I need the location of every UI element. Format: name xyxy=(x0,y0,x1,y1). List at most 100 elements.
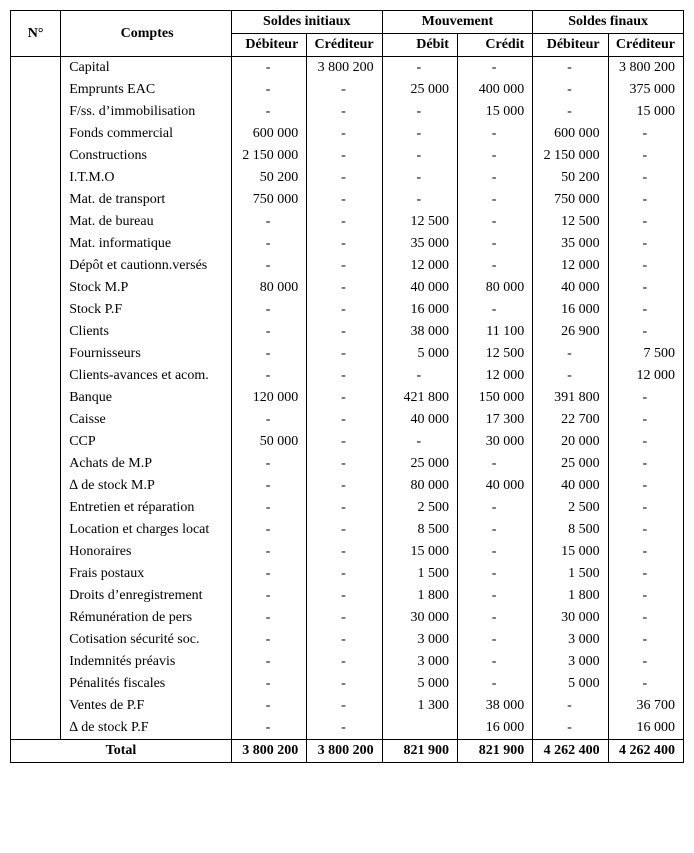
cell-si_cred: - xyxy=(307,541,382,563)
cell-sf_deb: 30 000 xyxy=(533,607,608,629)
cell-sf_deb: 600 000 xyxy=(533,123,608,145)
cell-no xyxy=(11,233,61,255)
cell-si_cred: - xyxy=(307,607,382,629)
cell-si_deb: - xyxy=(231,233,306,255)
cell-si_deb: - xyxy=(231,79,306,101)
cell-compte: Mat. de transport xyxy=(61,189,232,211)
cell-sf_deb: 25 000 xyxy=(533,453,608,475)
cell-compte: Fonds commercial xyxy=(61,123,232,145)
cell-no xyxy=(11,717,61,740)
cell-mv_cred: 80 000 xyxy=(457,277,532,299)
cell-no xyxy=(11,57,61,80)
table-header: N° Comptes Soldes initiaux Mouvement Sol… xyxy=(11,11,684,57)
cell-mv_deb: 35 000 xyxy=(382,233,457,255)
cell-no xyxy=(11,673,61,695)
cell-sf_deb: - xyxy=(533,79,608,101)
table-row: Mat. de bureau--12 500-12 500- xyxy=(11,211,684,233)
cell-compte: Clients-avances et acom. xyxy=(61,365,232,387)
cell-compte: Ventes de P.F xyxy=(61,695,232,717)
accounting-table: N° Comptes Soldes initiaux Mouvement Sol… xyxy=(10,10,684,763)
cell-sf_cred: - xyxy=(608,211,683,233)
cell-sf_deb: 750 000 xyxy=(533,189,608,211)
cell-sf_cred: - xyxy=(608,167,683,189)
table-row: Honoraires--15 000-15 000- xyxy=(11,541,684,563)
table-row: Dépôt et cautionn.versés--12 000-12 000- xyxy=(11,255,684,277)
cell-mv_cred: - xyxy=(457,519,532,541)
cell-si_cred: - xyxy=(307,277,382,299)
cell-si_cred: 3 800 200 xyxy=(307,57,382,80)
cell-si_cred: - xyxy=(307,453,382,475)
cell-mv_deb: 25 000 xyxy=(382,79,457,101)
cell-sf_cred: 3 800 200 xyxy=(608,57,683,80)
cell-compte: Entretien et réparation xyxy=(61,497,232,519)
cell-no xyxy=(11,453,61,475)
cell-no xyxy=(11,167,61,189)
table-row: Achats de M.P--25 000-25 000- xyxy=(11,453,684,475)
table-row: Location et charges locat--8 500-8 500- xyxy=(11,519,684,541)
cell-sf_cred: - xyxy=(608,497,683,519)
cell-mv_deb: 5 000 xyxy=(382,673,457,695)
cell-compte: Constructions xyxy=(61,145,232,167)
cell-mv_cred: 150 000 xyxy=(457,387,532,409)
cell-si_deb: - xyxy=(231,585,306,607)
cell-no xyxy=(11,695,61,717)
cell-mv_cred: 38 000 xyxy=(457,695,532,717)
table-row: Clients-avances et acom.---12 000-12 000 xyxy=(11,365,684,387)
cell-no xyxy=(11,563,61,585)
cell-mv_deb: 421 800 xyxy=(382,387,457,409)
cell-no xyxy=(11,607,61,629)
cell-mv_deb: 3 000 xyxy=(382,629,457,651)
cell-si_deb: - xyxy=(231,321,306,343)
cell-mv_deb: - xyxy=(382,145,457,167)
cell-mv_cred: 12 500 xyxy=(457,343,532,365)
table-row: F/ss. d’immobilisation---15 000-15 000 xyxy=(11,101,684,123)
cell-si_deb: - xyxy=(231,299,306,321)
cell-si_cred: - xyxy=(307,673,382,695)
cell-sf_deb: 2 150 000 xyxy=(533,145,608,167)
cell-sf_deb: 391 800 xyxy=(533,387,608,409)
cell-compte: I.T.M.O xyxy=(61,167,232,189)
cell-mv_cred: - xyxy=(457,299,532,321)
cell-sf_deb: 1 500 xyxy=(533,563,608,585)
cell-sf_cred: - xyxy=(608,629,683,651)
cell-mv_deb: 40 000 xyxy=(382,277,457,299)
cell-compte: Stock M.P xyxy=(61,277,232,299)
cell-mv_deb: 1 300 xyxy=(382,695,457,717)
cell-no xyxy=(11,387,61,409)
cell-sf_deb: - xyxy=(533,365,608,387)
cell-mv_deb: - xyxy=(382,123,457,145)
cell-sf_cred: - xyxy=(608,607,683,629)
cell-sf_cred: 16 000 xyxy=(608,717,683,740)
cell-no xyxy=(11,277,61,299)
header-sf-crediteur: Créditeur xyxy=(608,34,683,57)
cell-sf_deb: 8 500 xyxy=(533,519,608,541)
cell-si_cred: - xyxy=(307,189,382,211)
table-row: Rémunération de pers--30 000-30 000- xyxy=(11,607,684,629)
table-row: Pénalités fiscales--5 000-5 000- xyxy=(11,673,684,695)
cell-mv_cred: - xyxy=(457,189,532,211)
total-row: Total 3 800 200 3 800 200 821 900 821 90… xyxy=(11,740,684,763)
table-row: Constructions2 150 000---2 150 000- xyxy=(11,145,684,167)
table-row: I.T.M.O50 200---50 200- xyxy=(11,167,684,189)
total-sf-deb: 4 262 400 xyxy=(533,740,608,763)
header-mv-credit: Crédit xyxy=(457,34,532,57)
cell-sf_cred: - xyxy=(608,651,683,673)
cell-si_cred: - xyxy=(307,629,382,651)
cell-si_cred: - xyxy=(307,717,382,740)
cell-mv_cred: - xyxy=(457,673,532,695)
total-si-deb: 3 800 200 xyxy=(231,740,306,763)
cell-sf_deb: 35 000 xyxy=(533,233,608,255)
header-si-crediteur: Créditeur xyxy=(307,34,382,57)
cell-si_deb: - xyxy=(231,211,306,233)
cell-mv_cred: - xyxy=(457,167,532,189)
header-mv-debit: Débit xyxy=(382,34,457,57)
cell-si_deb: - xyxy=(231,519,306,541)
cell-no xyxy=(11,321,61,343)
cell-mv_deb: 1 800 xyxy=(382,585,457,607)
cell-compte: Dépôt et cautionn.versés xyxy=(61,255,232,277)
cell-mv_deb: 3 000 xyxy=(382,651,457,673)
table-row: Indemnités préavis--3 000-3 000- xyxy=(11,651,684,673)
cell-mv_cred: - xyxy=(457,453,532,475)
cell-mv_deb: - xyxy=(382,189,457,211)
cell-no xyxy=(11,101,61,123)
